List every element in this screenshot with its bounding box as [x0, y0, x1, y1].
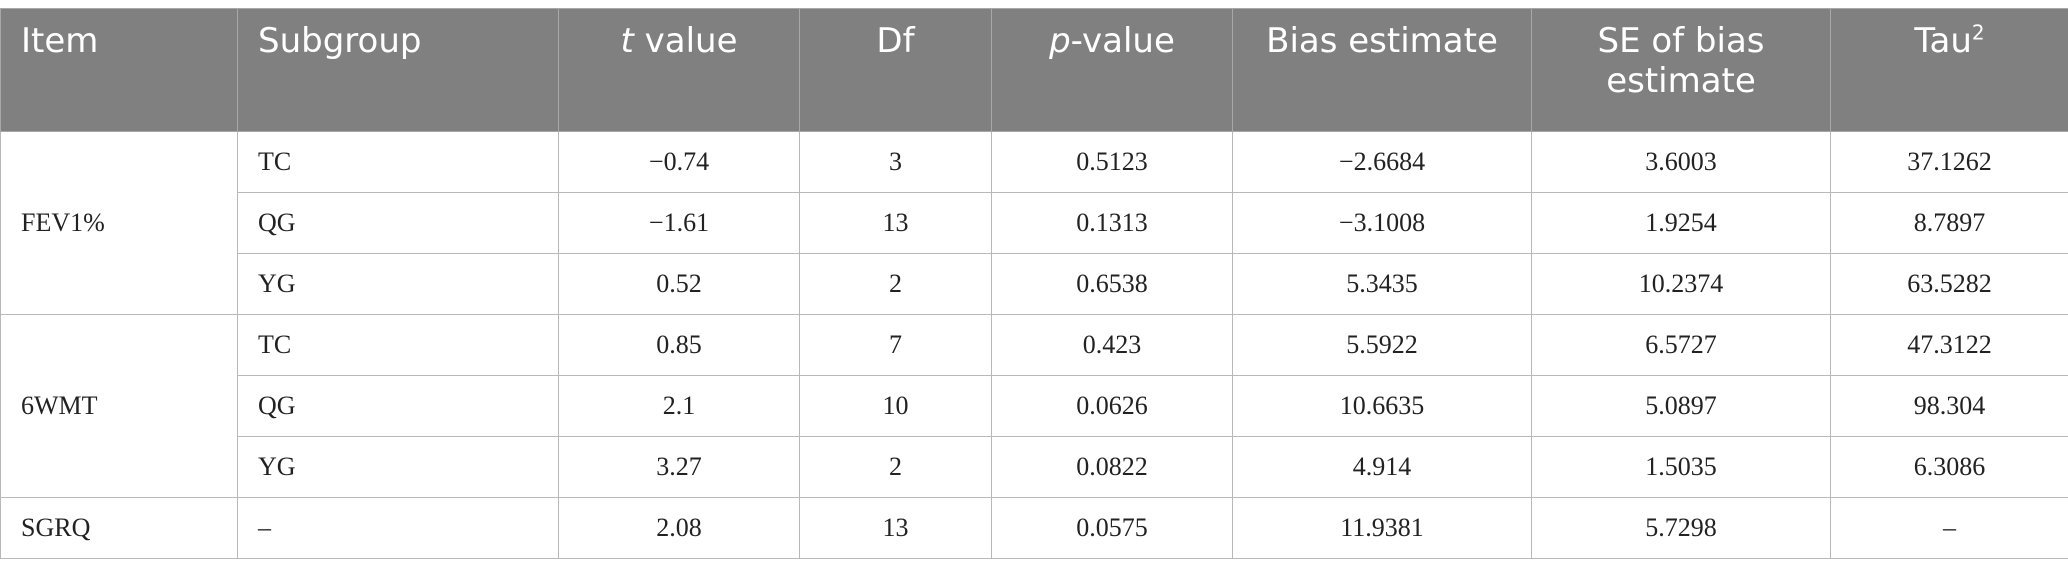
cell-item: FEV1% [0, 131, 238, 315]
cell-t-value: 2.08 [558, 497, 800, 559]
cell-tau2: 8.7897 [1830, 192, 2068, 254]
cell-bias-estimate: 10.6635 [1232, 375, 1532, 437]
cell-df: 2 [799, 436, 992, 498]
cell-subgroup: TC [237, 314, 559, 376]
header-bias-estimate: Bias estimate [1232, 8, 1532, 132]
cell-se-bias-estimate: 6.5727 [1531, 314, 1831, 376]
header-subgroup: Subgroup [237, 8, 559, 132]
cell-df: 13 [799, 497, 992, 559]
cell-t-value: −0.74 [558, 131, 800, 193]
cell-subgroup: QG [237, 192, 559, 254]
table-header: Item Subgroup t value Df p-value Bias es… [0, 8, 2068, 132]
header-p-rest: -value [1070, 21, 1175, 61]
cell-df: 3 [799, 131, 992, 193]
header-t-value: t value [558, 8, 800, 132]
table-row: YG 3.27 2 0.0822 4.914 1.5035 6.3086 [1, 436, 2068, 498]
table-row: FEV1% TC −0.74 3 0.5123 −2.6684 3.6003 37.1262 [0, 131, 2068, 315]
cell-p-value: 0.0626 [991, 375, 1233, 437]
cell-se-bias-estimate: 1.5035 [1531, 436, 1831, 498]
cell-bias-estimate: 5.5922 [1232, 314, 1532, 376]
cell-t-value: 0.85 [558, 314, 800, 376]
header-se-bias-estimate: SE of bias estimate [1531, 8, 1831, 132]
cell-tau2: 37.1262 [1830, 131, 2068, 193]
header-tau-sup: 2 [1971, 20, 1985, 45]
cell-subgroup: YG [237, 253, 559, 315]
cell-tau2: 63.5282 [1830, 253, 2068, 315]
cell-se-bias-estimate: 10.2374 [1531, 253, 1831, 315]
cell-se-bias-estimate: 5.7298 [1531, 497, 1831, 559]
table-row: YG 0.52 2 0.6538 5.3435 10.2374 63.5282 [1, 253, 2068, 315]
cell-tau2: 47.3122 [1830, 314, 2068, 376]
cell-item: 6WMT [0, 314, 238, 498]
header-row: Item Subgroup t value Df p-value Bias es… [0, 8, 2068, 132]
cell-p-value: 0.6538 [991, 253, 1233, 315]
cell-subgroup: – [237, 497, 559, 559]
cell-tau2: 98.304 [1830, 375, 2068, 437]
cell-t-value: 2.1 [558, 375, 800, 437]
cell-bias-estimate: 5.3435 [1232, 253, 1532, 315]
cell-df: 13 [799, 192, 992, 254]
header-item: Item [0, 8, 238, 132]
cell-se-bias-estimate: 3.6003 [1531, 131, 1831, 193]
table-body: FEV1% TC −0.74 3 0.5123 −2.6684 3.6003 37.1262 Q… [0, 131, 2068, 559]
header-df: Df [799, 8, 992, 132]
cell-t-value: 3.27 [558, 436, 800, 498]
header-t-italic: t [620, 21, 634, 61]
cell-subgroup: YG [237, 436, 559, 498]
egger-test-table: Item Subgroup t value Df p-value Bias es… [0, 8, 2068, 559]
header-t-rest: value [633, 21, 738, 61]
cell-df: 7 [799, 314, 992, 376]
cell-p-value: 0.5123 [991, 131, 1233, 193]
cell-p-value: 0.0575 [991, 497, 1233, 559]
cell-se-bias-estimate: 1.9254 [1531, 192, 1831, 254]
header-tau-base: Tau [1914, 21, 1972, 61]
cell-subgroup: TC [237, 131, 559, 193]
cell-df: 2 [799, 253, 992, 315]
cell-bias-estimate: 4.914 [1232, 436, 1532, 498]
cell-p-value: 0.0822 [991, 436, 1233, 498]
cell-df: 10 [799, 375, 992, 437]
cell-tau2: 6.3086 [1830, 436, 2068, 498]
table-row: QG −1.61 13 0.1313 −3.1008 1.9254 8.7897 [1, 192, 2068, 254]
cell-bias-estimate: −3.1008 [1232, 192, 1532, 254]
cell-item: SGRQ [0, 497, 238, 559]
table-row: SGRQ –2.08 13 0.0575 11.9381 5.7298– [0, 497, 2068, 559]
cell-t-value: 0.52 [558, 253, 800, 315]
table-row: 6WMT TC 0.85 7 0.423 5.5922 6.5727 47.3122 [0, 314, 2068, 498]
cell-p-value: 0.1313 [991, 192, 1233, 254]
cell-t-value: −1.61 [558, 192, 800, 254]
header-tau2: Tau2 [1830, 8, 2068, 132]
cell-subgroup: QG [237, 375, 559, 437]
cell-bias-estimate: 11.9381 [1232, 497, 1532, 559]
cell-bias-estimate: −2.6684 [1232, 131, 1532, 193]
table-row: QG 2.1 10 0.0626 10.6635 5.0897 98.304 [1, 375, 2068, 437]
header-p-value: p-value [991, 8, 1233, 132]
cell-se-bias-estimate: 5.0897 [1531, 375, 1831, 437]
cell-p-value: 0.423 [991, 314, 1233, 376]
header-p-italic: p [1049, 21, 1071, 61]
cell-tau2: – [1830, 497, 2068, 559]
